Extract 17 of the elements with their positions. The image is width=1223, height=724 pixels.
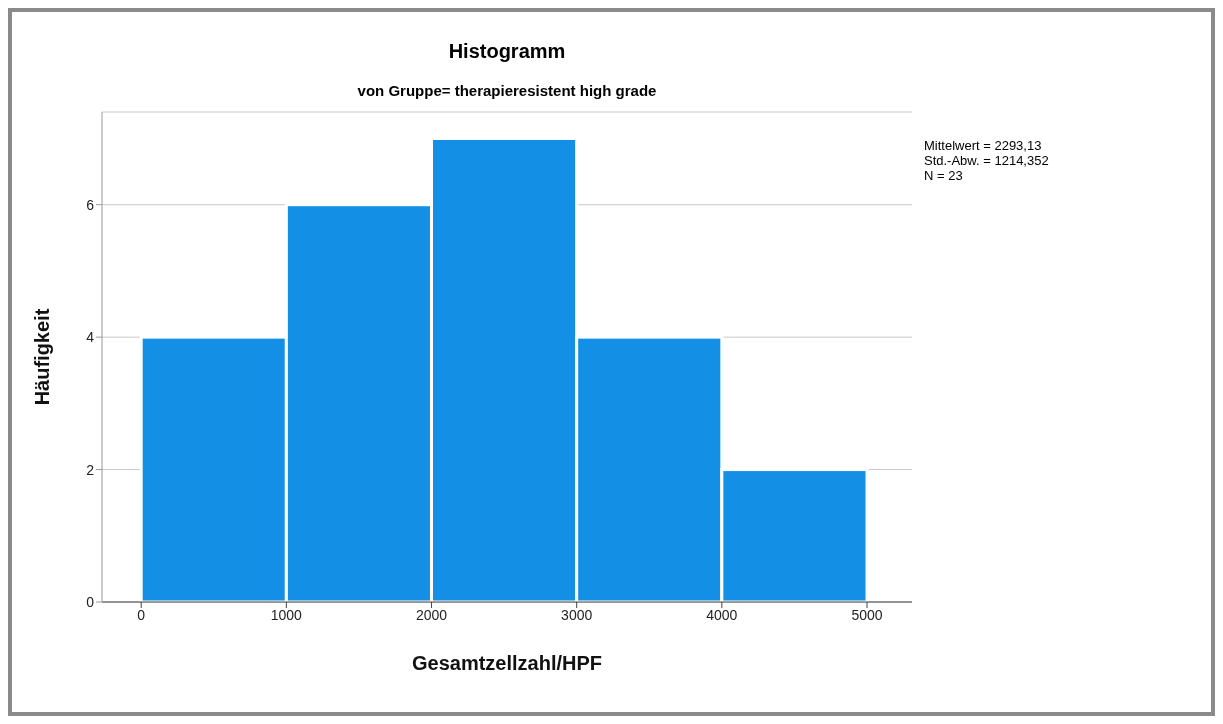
x-tick-label: 1000 (270, 606, 303, 623)
text: Std.-Abw. = 1214,352 (924, 153, 1049, 168)
text: Mittelwert = 2293,13 (924, 138, 1043, 153)
x-axis-title: Gesamtzellzahl/HPF (411, 652, 603, 674)
y-tick-label: 0 (86, 593, 95, 610)
x-tick-label: 0 (137, 606, 146, 623)
x-tick-label: 5000 (851, 606, 883, 623)
text: N = 23 (924, 168, 964, 183)
chart-title: Histogramm (447, 40, 567, 63)
x-tick-label: 2000 (415, 606, 448, 623)
x-tick-label: 4000 (706, 606, 738, 623)
y-axis-title: Häufigkeit (31, 308, 54, 406)
x-tick-label: 3000 (561, 606, 593, 623)
y-tick-label: 4 (86, 329, 95, 346)
y-tick-label: 6 (86, 196, 95, 213)
chart-subtitle: von Gruppe= therapieresistent high grade (356, 82, 658, 99)
y-tick-label: 2 (86, 461, 95, 478)
